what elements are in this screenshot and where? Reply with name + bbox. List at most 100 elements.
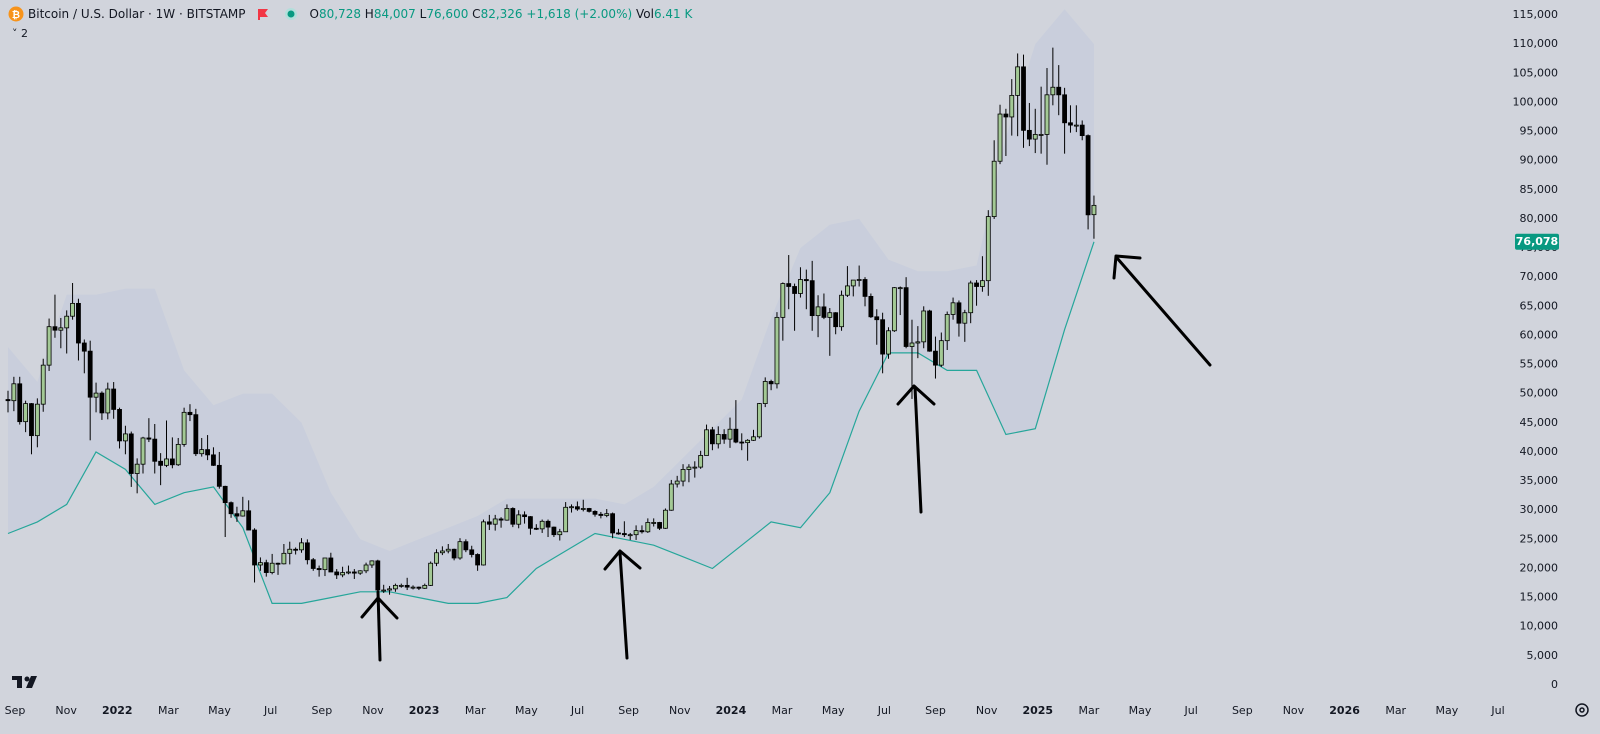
candle-body (381, 589, 387, 592)
x-tick-label: Sep (618, 704, 639, 717)
y-tick-label: 35,000 (1520, 474, 1559, 487)
candle (451, 548, 457, 561)
candle (228, 501, 234, 518)
candle-body (686, 466, 692, 470)
candle (1038, 86, 1044, 154)
candle-body (897, 287, 903, 290)
candle (263, 559, 269, 577)
candle (604, 509, 610, 518)
candle (117, 407, 122, 449)
candle (246, 500, 252, 531)
candle (299, 538, 304, 553)
candle-body (328, 557, 334, 573)
candle (128, 431, 134, 487)
candle (5, 390, 11, 413)
candle-body (357, 570, 363, 574)
candle (240, 496, 246, 517)
settings-icon[interactable] (1575, 703, 1589, 717)
candle (1073, 105, 1079, 133)
candle-body (657, 522, 662, 529)
candle (551, 526, 557, 538)
candle (211, 447, 216, 466)
candle-body (856, 279, 862, 281)
candle-body (486, 521, 492, 525)
candle-body (938, 340, 944, 366)
candle-body (310, 559, 316, 569)
candle-body (786, 283, 792, 287)
candle (469, 545, 475, 558)
candle (798, 267, 803, 298)
candle (880, 312, 886, 374)
candle (169, 437, 175, 469)
candle (762, 377, 768, 408)
candle (322, 557, 328, 577)
candle-body (815, 306, 821, 317)
candle-body (58, 327, 64, 331)
x-tick-label: Sep (925, 704, 946, 717)
y-tick-label: 80,000 (1520, 212, 1559, 225)
y-tick-label: 40,000 (1520, 445, 1559, 458)
y-tick-label: 15,000 (1520, 591, 1559, 604)
candle (856, 265, 862, 287)
candle-body (23, 403, 29, 423)
candle (574, 501, 580, 511)
candle-body (445, 548, 451, 552)
y-tick-label: 110,000 (1513, 37, 1559, 50)
candle-body (991, 160, 997, 217)
candle (809, 260, 815, 331)
y-tick-label: 5,000 (1527, 649, 1559, 662)
candle-body (563, 506, 569, 533)
candle (516, 510, 522, 529)
y-tick-label: 95,000 (1520, 125, 1559, 138)
candle-body (574, 506, 580, 510)
candle (111, 382, 117, 419)
candle-body (481, 521, 486, 566)
arrow (376, 590, 382, 662)
candle (410, 585, 416, 590)
candle-body (586, 508, 592, 512)
candle (152, 423, 158, 474)
candle (956, 300, 962, 337)
x-tick-label: 2026 (1329, 704, 1360, 717)
candle (105, 382, 111, 420)
candle-body (710, 429, 715, 445)
candle-body (809, 280, 815, 317)
candle (862, 277, 868, 307)
tradingview-logo[interactable] (12, 676, 37, 688)
candle (592, 510, 598, 517)
candle (756, 403, 762, 439)
candle (398, 583, 404, 588)
candle-body (768, 381, 774, 385)
market-status[interactable] (284, 7, 298, 21)
candle (310, 557, 316, 571)
candle (34, 398, 40, 448)
candle (76, 298, 81, 361)
candle-body (199, 449, 205, 455)
flag-icon[interactable] (256, 7, 270, 21)
value: 84,007 (373, 7, 416, 21)
x-tick-label: Mar (1385, 704, 1406, 717)
x-tick-label: Sep (311, 704, 332, 717)
candle-body (1003, 113, 1009, 118)
band-lower-line (7, 241, 1095, 604)
indicators-toggle[interactable]: ˅ 2 (12, 27, 28, 40)
candle-body (428, 562, 434, 586)
candle-body (1021, 66, 1026, 131)
candle-body (287, 548, 293, 554)
symbol-title[interactable]: Bitcoin / U.S. Dollar · 1W · BITSTAMP (28, 7, 246, 21)
candle-body (281, 552, 287, 565)
candle (234, 506, 240, 522)
candle-body (40, 364, 46, 405)
candle-body (821, 306, 827, 318)
candle (657, 521, 662, 531)
candle (639, 525, 645, 534)
y-tick-label: 100,000 (1513, 95, 1559, 108)
candle (786, 255, 792, 310)
x-tick-label: Jul (877, 704, 891, 717)
candle-body (269, 562, 275, 573)
candle (739, 433, 745, 451)
candle (968, 280, 974, 324)
candle (1056, 65, 1062, 116)
candle-body (351, 571, 357, 574)
candle-body (216, 464, 222, 487)
